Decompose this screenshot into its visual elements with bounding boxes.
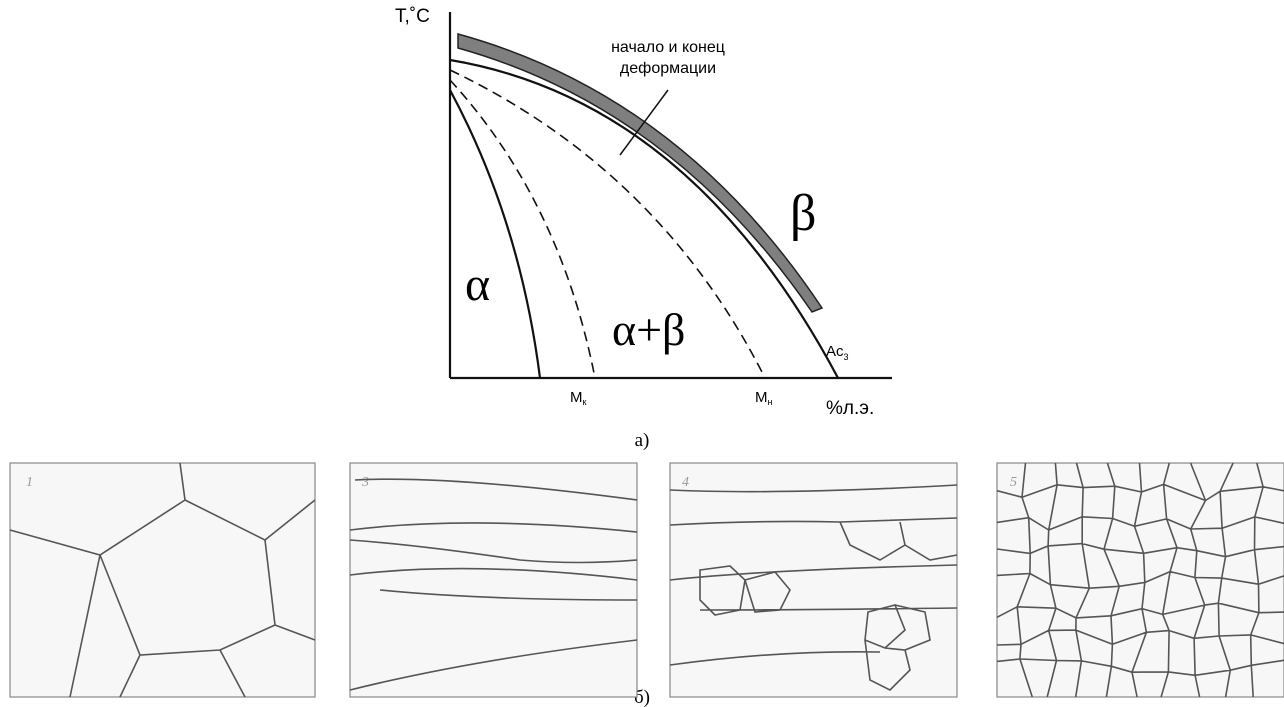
y-axis-label: T,˚C <box>395 6 430 27</box>
micrograph: 4 <box>670 463 957 697</box>
mk-curve <box>450 80 595 378</box>
ac3-label: Ac3 <box>826 343 849 362</box>
caption-a: а) <box>635 430 650 451</box>
micrograph: 1 <box>10 463 315 697</box>
annotation-line: деформации <box>620 60 716 77</box>
region-alpha-beta: α+β <box>612 304 685 355</box>
micrograph-label: 3 <box>361 475 369 490</box>
mk-main: M <box>570 389 583 406</box>
figure: T,˚C %л.э. начало и конец деформации β α… <box>0 0 1284 707</box>
micrograph: 3 <box>350 463 637 697</box>
mn-curve <box>450 70 765 378</box>
micrograph-frame <box>350 463 637 697</box>
mn-sub: н <box>768 397 773 407</box>
mk-sub: к <box>583 397 587 407</box>
page: T,˚C %л.э. начало и конец деформации β α… <box>0 0 1284 707</box>
micrograph-label: 1 <box>26 475 33 490</box>
region-beta: β <box>790 185 816 242</box>
micrograph: 5 <box>997 463 1284 697</box>
micrograph-label: 5 <box>1010 475 1017 490</box>
alpha-curve <box>450 90 540 378</box>
ac3-sub: 3 <box>844 352 849 362</box>
micrograph-frame <box>670 463 957 697</box>
annotation-line: начало и конец <box>611 39 725 56</box>
x-axis-label: %л.э. <box>826 398 874 419</box>
mk-label: Mк <box>570 389 587 407</box>
mn-label: Mн <box>755 389 773 407</box>
micrograph-label: 4 <box>682 475 689 490</box>
mn-main: M <box>755 389 768 406</box>
region-alpha: α <box>465 258 490 311</box>
ac3-main: Ac <box>826 343 844 360</box>
